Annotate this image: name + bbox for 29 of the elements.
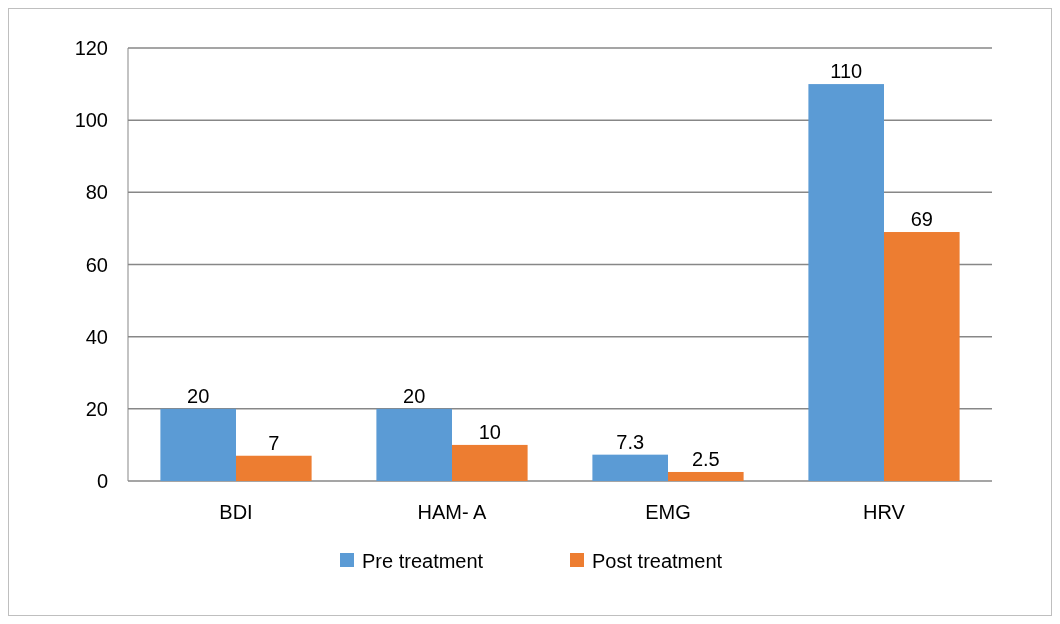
x-tick-label: BDI [219,501,253,523]
y-tick-label: 100 [74,109,108,132]
y-tick-label: 120 [74,37,108,59]
y-tick-label: 80 [85,181,108,204]
bar [376,408,452,481]
data-label: 69 [910,208,933,231]
data-label: 110 [830,60,863,83]
legend-label: Pre treatment [362,550,484,572]
y-tick-label: 60 [85,253,108,276]
bar [668,471,744,481]
data-label: 20 [187,384,210,407]
x-tick-label: HAM- A [417,501,488,523]
bar [808,84,884,481]
y-tick-label: 20 [85,397,108,420]
bar [592,454,668,481]
data-label: 20 [403,384,426,407]
bar [884,232,960,481]
x-tick-label: HRV [863,501,906,523]
x-tick-label: EMG [645,501,691,523]
y-tick-label: 40 [85,325,108,348]
data-label: 7.3 [616,430,645,453]
y-tick-label: 0 [96,470,108,492]
data-label: 10 [478,420,501,443]
legend-label: Post treatment [592,550,723,572]
data-label: 7 [268,431,280,454]
bar [160,408,236,481]
bar [236,455,312,481]
bar [452,444,528,481]
data-label: 2.5 [691,447,720,470]
